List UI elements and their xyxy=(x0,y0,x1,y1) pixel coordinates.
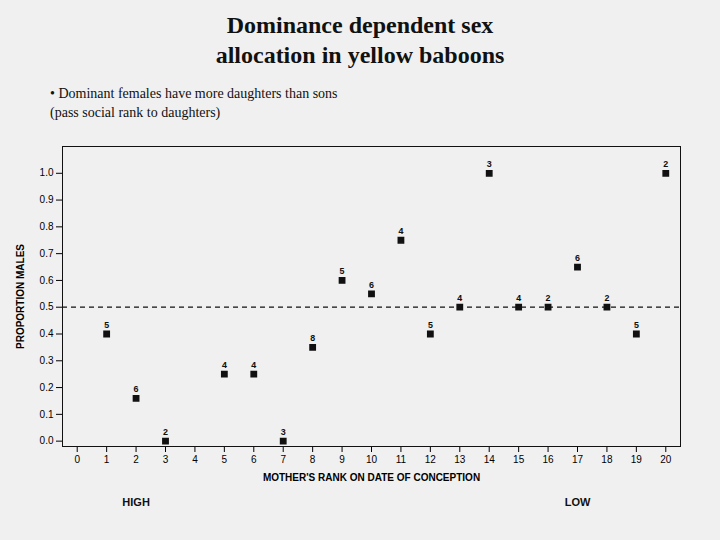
svg-text:LOW: LOW xyxy=(565,496,591,508)
svg-text:0: 0 xyxy=(74,454,80,465)
svg-text:0.5: 0.5 xyxy=(40,301,54,312)
svg-text:13: 13 xyxy=(454,454,466,465)
svg-text:16: 16 xyxy=(543,454,555,465)
svg-text:20: 20 xyxy=(660,454,672,465)
html-text:Dominance dependent sex alloca: Dominance dependent sex allocation in ye… xyxy=(215,12,505,68)
svg-text:2: 2 xyxy=(163,428,168,438)
svg-text:11: 11 xyxy=(396,454,407,465)
svg-text:2: 2 xyxy=(604,294,609,304)
svg-text:4: 4 xyxy=(192,454,198,465)
svg-text:5: 5 xyxy=(428,321,433,331)
svg-text:0.2: 0.2 xyxy=(40,382,54,393)
svg-text:1: 1 xyxy=(104,454,110,465)
svg-text:3: 3 xyxy=(163,454,169,465)
svg-text:6: 6 xyxy=(133,385,138,395)
svg-text:0.7: 0.7 xyxy=(40,248,54,259)
svg-text:4: 4 xyxy=(398,227,404,237)
svg-text:0.9: 0.9 xyxy=(40,194,54,205)
svg-text:19: 19 xyxy=(631,454,643,465)
svg-text:0.4: 0.4 xyxy=(40,328,54,339)
svg-text:18: 18 xyxy=(601,454,613,465)
svg-text:0.0: 0.0 xyxy=(40,435,54,446)
svg-text:17: 17 xyxy=(572,454,584,465)
svg-text:6: 6 xyxy=(251,454,257,465)
svg-text:HIGH: HIGH xyxy=(122,496,150,508)
svg-text:2: 2 xyxy=(133,454,139,465)
svg-text:0.6: 0.6 xyxy=(40,275,54,286)
svg-text:4: 4 xyxy=(457,294,463,304)
svg-text:10: 10 xyxy=(366,454,378,465)
svg-text:7: 7 xyxy=(280,454,286,465)
svg-text:2: 2 xyxy=(545,294,550,304)
svg-text:5: 5 xyxy=(339,267,344,277)
svg-text:4: 4 xyxy=(222,361,228,371)
svg-text:PROPORTION MALES: PROPORTION MALES xyxy=(15,244,26,349)
svg-text:5: 5 xyxy=(222,454,228,465)
svg-text:9: 9 xyxy=(339,454,345,465)
svg-text:3: 3 xyxy=(281,428,286,438)
svg-text:0.3: 0.3 xyxy=(40,355,54,366)
svg-text:0.8: 0.8 xyxy=(40,221,54,232)
svg-text:2: 2 xyxy=(663,160,668,170)
svg-text:0.1: 0.1 xyxy=(40,409,54,420)
svg-text:6: 6 xyxy=(369,281,374,291)
svg-text:15: 15 xyxy=(513,454,525,465)
svg-text:4: 4 xyxy=(516,294,522,304)
svg-text:8: 8 xyxy=(310,334,315,344)
svg-text:5: 5 xyxy=(634,321,639,331)
svg-text:4: 4 xyxy=(251,361,257,371)
svg-text:8: 8 xyxy=(310,454,316,465)
svg-text:1.0: 1.0 xyxy=(40,167,54,178)
svg-text:6: 6 xyxy=(575,254,580,264)
svg-text:12: 12 xyxy=(425,454,437,465)
svg-text:MOTHER'S RANK ON DATE OF CONCE: MOTHER'S RANK ON DATE OF CONCEPTION xyxy=(263,472,480,483)
svg-text:5: 5 xyxy=(104,321,109,331)
svg-text:3: 3 xyxy=(487,160,492,170)
html-text:• Dominant females have more d: • Dominant females have more daughters t… xyxy=(50,86,338,120)
svg-text:14: 14 xyxy=(484,454,496,465)
